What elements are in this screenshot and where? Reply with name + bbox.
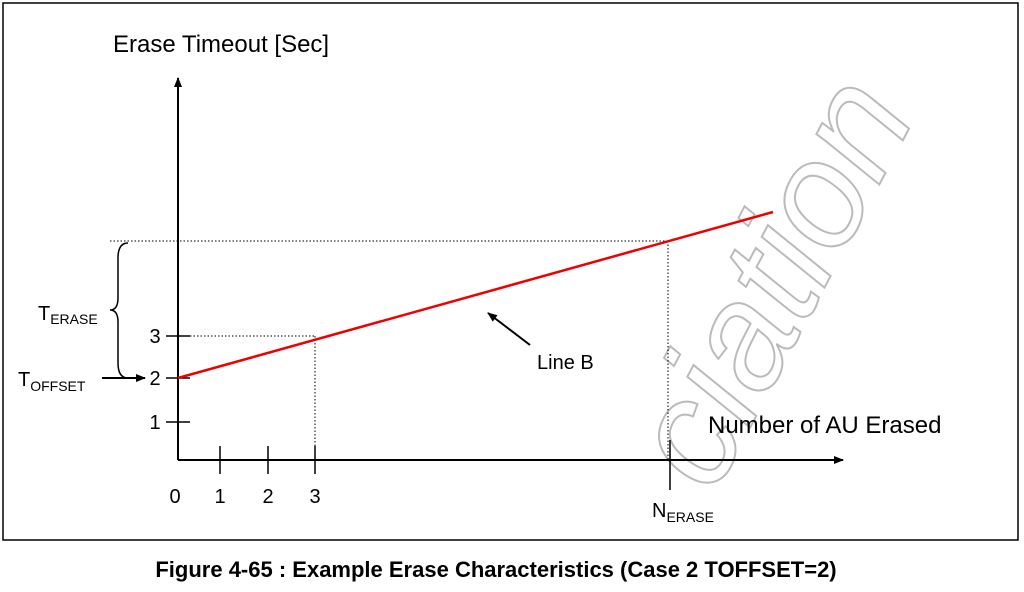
line-label: Line B: [537, 352, 594, 374]
line-b: [177, 210, 774, 380]
x-tick-label: 2: [262, 486, 273, 508]
x-tick-label: 1: [214, 486, 225, 508]
brace: [109, 242, 129, 379]
x-tick-label: 0: [169, 486, 180, 508]
y-axis-label: Erase Timeout [Sec]: [113, 31, 329, 58]
y-tick-label: 3: [149, 326, 160, 348]
n-erase-label: NERASE: [652, 500, 714, 525]
caption: Figure 4-65 : Example Erase Characterist…: [155, 557, 836, 582]
x-axis-label: Number of AU Erased: [708, 412, 941, 439]
y-tick-label: 1: [149, 412, 160, 434]
t-offset-label: TOFFSET: [18, 369, 86, 394]
frame: [2, 2, 1019, 541]
x-tick-label: 3: [309, 486, 320, 508]
guide-lines: [110, 240, 669, 460]
line-label-arrow: [487, 312, 531, 346]
y-tick-label: 2: [149, 368, 160, 390]
t-erase-label: TERASE: [38, 303, 98, 327]
